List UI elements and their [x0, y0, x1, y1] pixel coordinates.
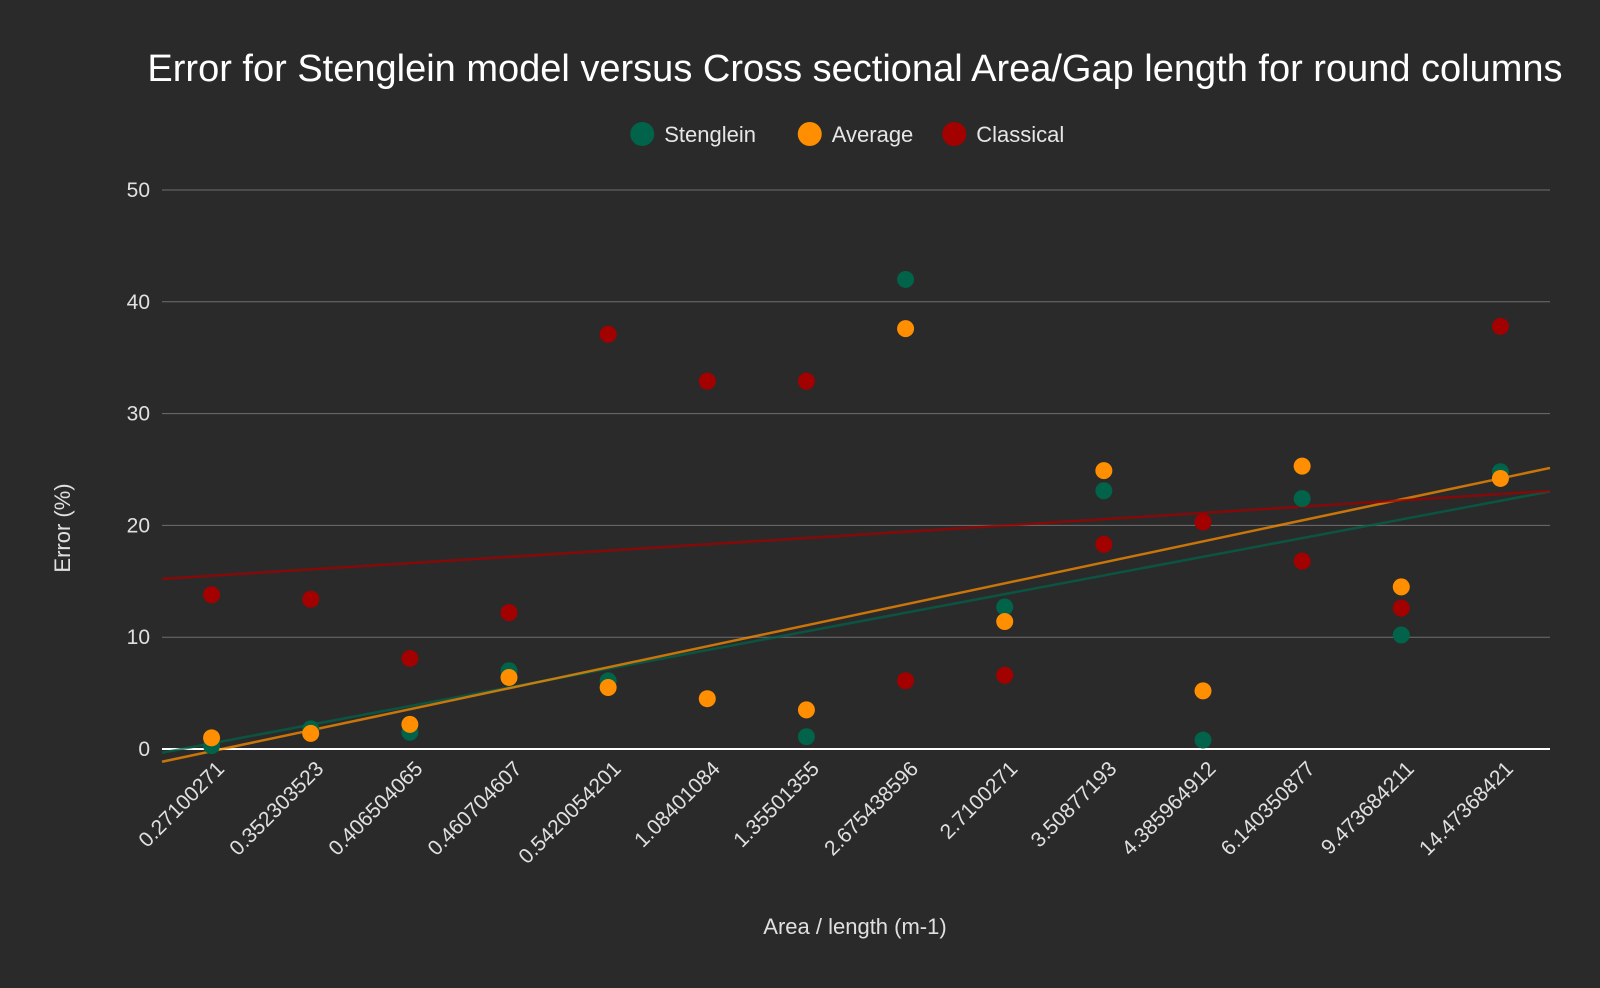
point-classical [797, 372, 815, 390]
x-tick-label: 4.385964912 [1118, 757, 1221, 860]
trendline-classical [161, 489, 1551, 581]
y-tick-label: 40 [127, 291, 150, 314]
x-tick-label: 0.406504065 [324, 757, 427, 860]
x-tick-label: 3.50877193 [1027, 757, 1122, 852]
x-tick-label: 6.140350877 [1217, 757, 1320, 860]
point-stenglein [897, 270, 915, 288]
x-tick-label: 1.35501355 [729, 757, 824, 852]
point-classical [1491, 317, 1509, 335]
y-tick-label: 0 [138, 738, 150, 761]
point-classical [996, 666, 1014, 684]
x-axis-ticks: 0.271002710.3523035230.4065040650.460704… [134, 757, 1518, 868]
x-tick-label: 2.7100271 [936, 757, 1022, 843]
point-average [401, 715, 419, 733]
point-classical [599, 325, 617, 343]
point-average [302, 724, 320, 742]
point-classical [203, 586, 221, 604]
point-average [1491, 469, 1509, 487]
chart-title: Error for Stenglein model versus Cross s… [147, 48, 1562, 90]
x-tick-label: 0.352303523 [225, 757, 328, 860]
point-stenglein [1194, 731, 1212, 749]
trendlines [161, 466, 1551, 763]
y-tick-label: 10 [127, 626, 150, 649]
point-classical [500, 604, 518, 622]
point-average [599, 679, 617, 697]
x-tick-label: 1.08401084 [630, 757, 725, 852]
x-axis-label: Area / length (m-1) [763, 914, 946, 939]
x-tick-label: 0.5420054201 [514, 757, 625, 868]
point-classical [897, 672, 915, 690]
x-tick-label: 14.47368421 [1415, 757, 1518, 860]
trendline-stenglein [161, 490, 1551, 754]
point-stenglein [1095, 482, 1113, 500]
point-classical [302, 590, 320, 608]
point-average [797, 701, 815, 719]
point-average [1194, 682, 1212, 700]
point-stenglein [996, 598, 1014, 616]
point-stenglein [1392, 626, 1410, 644]
point-average [1392, 578, 1410, 596]
x-tick-label: 0.27100271 [134, 757, 229, 852]
point-average [698, 690, 716, 708]
point-average [500, 668, 518, 686]
point-classical [698, 372, 716, 390]
x-tick-label: 2.675438596 [820, 757, 923, 860]
point-stenglein [1293, 490, 1311, 508]
legend-marker-stenglein [630, 122, 655, 146]
y-tick-label: 50 [127, 179, 150, 202]
gridlines [162, 189, 1550, 750]
point-classical [1194, 513, 1212, 531]
x-tick-label: 0.460704607 [424, 757, 527, 860]
point-classical [401, 649, 419, 667]
legend-label-average: Average [832, 122, 914, 147]
point-classical [1293, 552, 1311, 570]
legend: Stenglein Average Classical [630, 122, 1064, 147]
legend-label-classical: Classical [976, 122, 1064, 147]
point-average [203, 729, 221, 747]
legend-marker-classical [942, 122, 967, 146]
legend-label-stenglein: Stenglein [664, 122, 756, 147]
y-axis-ticks: 0 10 20 30 40 50 [127, 179, 150, 761]
data-points [203, 270, 1509, 755]
y-tick-label: 30 [127, 403, 150, 426]
point-average [897, 320, 915, 338]
point-average [996, 613, 1014, 631]
legend-marker-average [797, 122, 822, 146]
point-classical [1392, 599, 1410, 617]
point-average [1095, 462, 1113, 480]
y-tick-label: 20 [127, 514, 150, 537]
x-tick-label: 9.473684211 [1317, 757, 1419, 859]
trendline-average [161, 466, 1551, 763]
point-stenglein [797, 728, 815, 746]
point-average [1293, 457, 1311, 475]
point-classical [1095, 535, 1113, 553]
y-axis-label: Error (%) [50, 483, 75, 572]
